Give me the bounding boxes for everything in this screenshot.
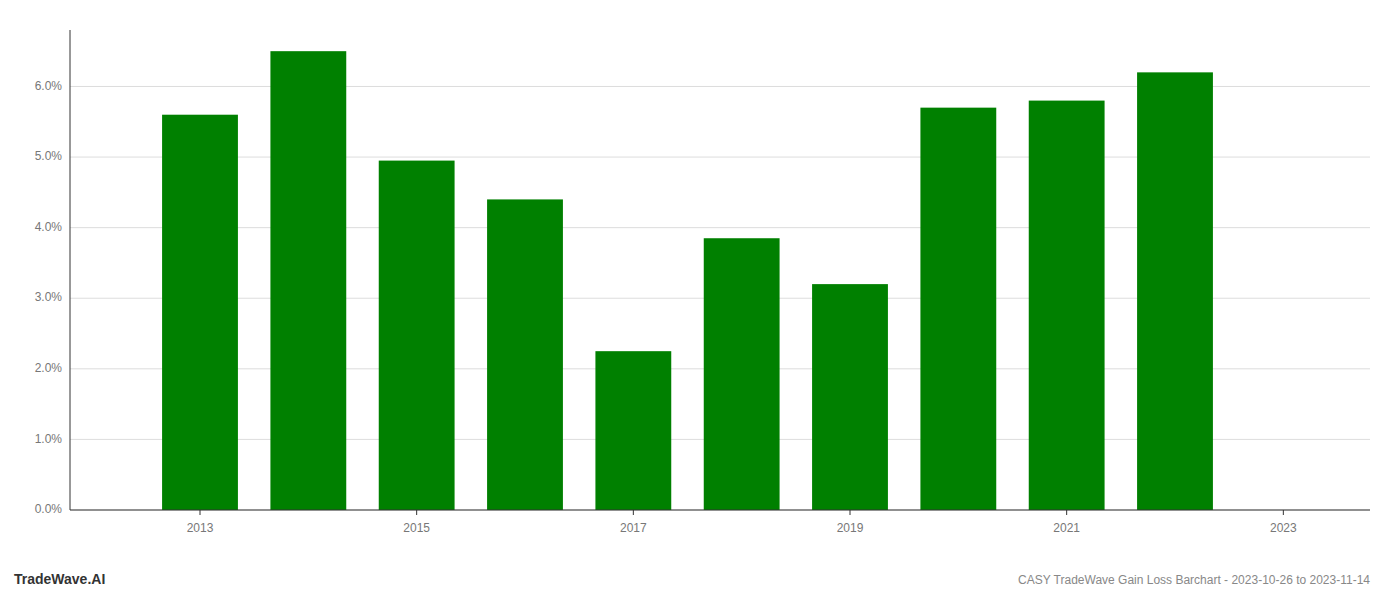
- y-tick-label: 3.0%: [35, 290, 63, 304]
- x-tick: [1283, 510, 1284, 515]
- y-axis-line: [70, 30, 71, 510]
- bar: [487, 199, 563, 510]
- x-tick-labels: 2013 2015 2017 2019 2021 2023: [187, 510, 1297, 535]
- x-tick: [850, 510, 851, 515]
- title: CASY TradeWave Gain Loss Barchart - 2023…: [1018, 573, 1370, 587]
- y-tick-label: 4.0%: [35, 220, 63, 234]
- x-axis-line: [70, 510, 1370, 511]
- x-tick-label: 2021: [1053, 521, 1080, 535]
- x-tick: [416, 510, 417, 515]
- x-tick: [633, 510, 634, 515]
- y-tick-labels: 0.0% 1.0% 2.0% 3.0% 4.0% 5.0% 6.0%: [35, 79, 63, 517]
- x-tick-label: 2023: [1270, 521, 1297, 535]
- chart: 0.0% 1.0% 2.0% 3.0% 4.0% 5.0% 6.0% 2013 2015 2017…: [0, 0, 1400, 600]
- y-tick-label: 0.0%: [35, 502, 63, 516]
- y-tick-label: 6.0%: [35, 79, 63, 93]
- bar: [379, 161, 455, 510]
- y-tick-label: 5.0%: [35, 149, 63, 163]
- bars: [162, 51, 1213, 510]
- x-tick: [1066, 510, 1067, 515]
- bar: [595, 351, 671, 510]
- x-tick-label: 2017: [620, 521, 647, 535]
- x-tick-label: 2019: [837, 521, 864, 535]
- bar: [920, 108, 996, 510]
- bar: [704, 238, 780, 510]
- grid-line: [70, 510, 1370, 511]
- bar: [1137, 72, 1213, 510]
- x-tick-label: 2015: [403, 521, 430, 535]
- watermark: TradeWave.AI: [14, 571, 105, 587]
- y-tick-label: 2.0%: [35, 361, 63, 375]
- x-tick: [200, 510, 201, 515]
- y-tick-label: 1.0%: [35, 432, 63, 446]
- x-tick-label: 2013: [187, 521, 214, 535]
- bar: [812, 284, 888, 510]
- bar: [162, 115, 238, 510]
- bar: [1029, 101, 1105, 510]
- bar: [270, 51, 346, 510]
